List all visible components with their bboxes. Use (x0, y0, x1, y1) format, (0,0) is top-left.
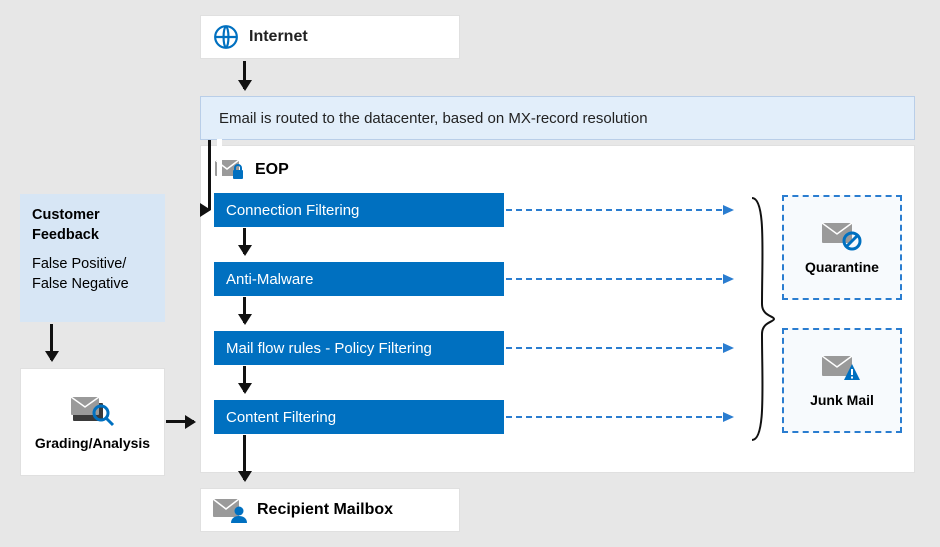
eop-label: EOP (255, 161, 289, 179)
elbow-banner-horiz (208, 208, 209, 211)
mail-search-icon (71, 393, 115, 427)
dashed-arrow-2 (506, 278, 732, 280)
stage-label: Content Filtering (226, 409, 336, 426)
arrow-internet-to-banner (243, 61, 246, 89)
globe-icon (213, 24, 239, 50)
arrow-stage-1-2 (243, 228, 246, 254)
internet-box: Internet (200, 15, 460, 59)
recipient-mailbox-box: Recipient Mailbox (200, 488, 460, 532)
mail-block-icon (822, 221, 862, 251)
dashed-arrow-1 (506, 209, 732, 211)
stage-label: Connection Filtering (226, 202, 359, 219)
stage-label: Mail flow rules - Policy Filtering (226, 340, 432, 357)
dashed-arrow-4 (506, 416, 732, 418)
arrow-stage-4-recipient (243, 435, 246, 480)
arrow-stage-3-4 (243, 366, 246, 392)
outcome-label: Quarantine (805, 259, 879, 275)
mail-user-icon (213, 497, 247, 523)
routing-banner: Email is routed to the datacenter, based… (200, 96, 915, 140)
arrow-feedback-to-grading (50, 324, 53, 360)
elbow-banner-vert (208, 140, 211, 210)
outcome-quarantine: Quarantine (782, 195, 902, 300)
recipient-label: Recipient Mailbox (257, 501, 393, 519)
arrow-grading-to-eop (166, 420, 194, 423)
outcome-label: Junk Mail (810, 392, 874, 408)
outcome-junk: Junk Mail (782, 328, 902, 433)
stage-label: Anti-Malware (226, 271, 314, 288)
arrow-stage-2-3 (243, 297, 246, 323)
eop-header: EOP (215, 158, 289, 182)
curly-brace (748, 194, 776, 444)
mail-alert-icon (822, 354, 862, 384)
stage-content-filtering: Content Filtering (214, 400, 504, 434)
feedback-subtitle: False Positive/ False Negative (32, 255, 153, 294)
feedback-title: Customer Feedback (32, 206, 153, 245)
stage-connection-filtering: Connection Filtering (214, 193, 504, 227)
grading-label: Grading/Analysis (35, 435, 150, 451)
grading-analysis-box: Grading/Analysis (20, 368, 165, 476)
dashed-arrow-3 (506, 347, 732, 349)
stage-anti-malware: Anti-Malware (214, 262, 504, 296)
routing-banner-text: Email is routed to the datacenter, based… (219, 110, 648, 127)
internet-label: Internet (249, 28, 308, 46)
customer-feedback-box: Customer Feedback False Positive/ False … (20, 194, 165, 322)
stage-mail-flow-rules: Mail flow rules - Policy Filtering (214, 331, 504, 365)
